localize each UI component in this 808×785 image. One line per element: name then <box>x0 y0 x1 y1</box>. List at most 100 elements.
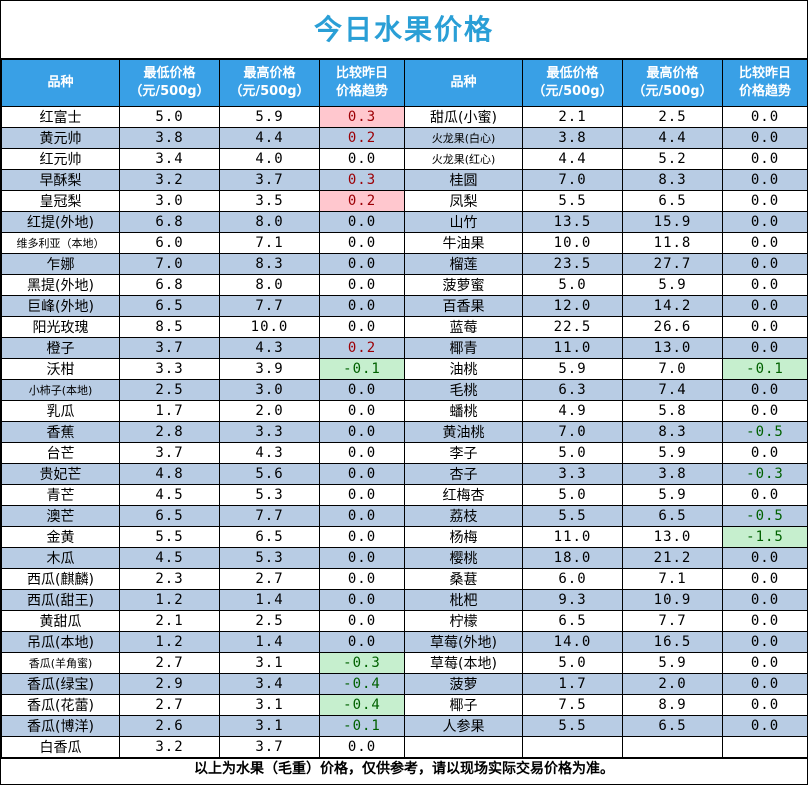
cell-max: 8.3 <box>622 421 723 443</box>
cell-min <box>522 736 623 758</box>
table-row: 早酥梨 3.2 3.7 0.3 桂圆 7.0 8.3 0.0 <box>1 169 808 191</box>
cell-name: 椰青 <box>404 337 523 359</box>
cell-name: 黄油桃 <box>404 421 523 443</box>
cell-max: 4.4 <box>219 127 320 149</box>
table-row: 红提(外地) 6.8 8.0 0.0 山竹 13.5 15.9 0.0 <box>1 211 808 233</box>
cell-name: 西瓜(麒麟) <box>1 568 120 590</box>
table-row: 西瓜(麒麟) 2.3 2.7 0.0 桑葚 6.0 7.1 0.0 <box>1 568 808 590</box>
cell-max: 3.4 <box>219 673 320 695</box>
cell-name: 红梅杏 <box>404 484 523 506</box>
cell-trend: 0.0 <box>722 274 808 296</box>
cell-max: 2.5 <box>622 106 723 128</box>
cell-name: 火龙果(白心) <box>404 127 523 149</box>
cell-min: 2.9 <box>119 673 220 695</box>
cell-trend: 0.0 <box>722 337 808 359</box>
cell-trend: 0.3 <box>319 169 405 191</box>
table-row: 金黄 5.5 6.5 0.0 杨梅 11.0 13.0 -1.5 <box>1 526 808 548</box>
cell-trend: 0.0 <box>319 505 405 527</box>
cell-min: 1.7 <box>119 400 220 422</box>
cell-name: 贵妃芒 <box>1 463 120 485</box>
cell-name: 早酥梨 <box>1 169 120 191</box>
cell-name: 香蕉 <box>1 421 120 443</box>
cell-max: 11.8 <box>622 232 723 254</box>
cell-min: 23.5 <box>522 253 623 275</box>
cell-max: 2.5 <box>219 610 320 632</box>
cell-trend: 0.0 <box>722 484 808 506</box>
cell-trend: 0.0 <box>722 652 808 674</box>
cell-min: 11.0 <box>522 526 623 548</box>
cell-min: 5.5 <box>522 190 623 212</box>
cell-trend <box>722 736 808 758</box>
table-row: 黑提(外地) 6.8 8.0 0.0 菠萝蜜 5.0 5.9 0.0 <box>1 274 808 296</box>
cell-trend: 0.0 <box>319 400 405 422</box>
cell-trend: 0.2 <box>319 190 405 212</box>
header-name-left: 品种 <box>1 59 120 107</box>
cell-min: 5.0 <box>119 106 220 128</box>
table-row: 香蕉 2.8 3.3 0.0 黄油桃 7.0 8.3 -0.5 <box>1 421 808 443</box>
cell-max: 2.0 <box>219 400 320 422</box>
cell-max: 26.6 <box>622 316 723 338</box>
cell-max: 7.1 <box>219 232 320 254</box>
cell-name: 沃柑 <box>1 358 120 380</box>
cell-trend: 0.0 <box>319 736 405 758</box>
cell-min: 6.8 <box>119 274 220 296</box>
table-row: 巨峰(外地) 6.5 7.7 0.0 百香果 12.0 14.2 0.0 <box>1 295 808 317</box>
cell-trend: -0.1 <box>722 358 808 380</box>
cell-max: 3.8 <box>622 463 723 485</box>
cell-name: 樱桃 <box>404 547 523 569</box>
table-row: 木瓜 4.5 5.3 0.0 樱桃 18.0 21.2 0.0 <box>1 547 808 569</box>
cell-max: 7.1 <box>622 568 723 590</box>
cell-min: 1.2 <box>119 589 220 611</box>
table-row: 白香瓜 3.2 3.7 0.0 <box>1 736 808 758</box>
table-row: 皇冠梨 3.0 3.5 0.2 凤梨 5.5 6.5 0.0 <box>1 190 808 212</box>
cell-name: 桂圆 <box>404 169 523 191</box>
cell-min: 5.0 <box>522 652 623 674</box>
cell-name: 小柿子(本地) <box>1 379 120 401</box>
cell-trend: 0.0 <box>722 211 808 233</box>
cell-min: 5.0 <box>522 484 623 506</box>
cell-max: 7.7 <box>219 505 320 527</box>
cell-trend: -1.5 <box>722 526 808 548</box>
cell-min: 2.3 <box>119 568 220 590</box>
cell-max: 2.0 <box>622 673 723 695</box>
cell-max: 8.3 <box>622 169 723 191</box>
cell-trend: 0.3 <box>319 106 405 128</box>
cell-max: 10.0 <box>219 316 320 338</box>
cell-max: 15.9 <box>622 211 723 233</box>
cell-min: 2.1 <box>119 610 220 632</box>
cell-max: 3.1 <box>219 694 320 716</box>
table-row: 黄甜瓜 2.1 2.5 0.0 柠檬 6.5 7.7 0.0 <box>1 610 808 632</box>
cell-min: 14.0 <box>522 631 623 653</box>
table-row: 澳芒 6.5 7.7 0.0 荔枝 5.5 6.5 -0.5 <box>1 505 808 527</box>
cell-name: 香瓜(博洋) <box>1 715 120 737</box>
table-row: 香瓜(羊角蜜) 2.7 3.1 -0.3 草莓(本地) 5.0 5.9 0.0 <box>1 652 808 674</box>
cell-name: 澳芒 <box>1 505 120 527</box>
table-row: 西瓜(甜王) 1.2 1.4 0.0 枇杷 9.3 10.9 0.0 <box>1 589 808 611</box>
cell-name: 李子 <box>404 442 523 464</box>
cell-max: 3.3 <box>219 421 320 443</box>
cell-min: 2.7 <box>119 652 220 674</box>
cell-min: 3.0 <box>119 190 220 212</box>
cell-trend: 0.0 <box>319 148 405 170</box>
cell-trend: 0.0 <box>722 400 808 422</box>
cell-name: 蓝莓 <box>404 316 523 338</box>
cell-trend: 0.0 <box>319 295 405 317</box>
cell-min: 2.8 <box>119 421 220 443</box>
cell-trend: 0.0 <box>722 547 808 569</box>
cell-name: 桑葚 <box>404 568 523 590</box>
cell-max: 5.2 <box>622 148 723 170</box>
table-row: 阳光玫瑰 8.5 10.0 0.0 蓝莓 22.5 26.6 0.0 <box>1 316 808 338</box>
cell-min: 3.8 <box>522 127 623 149</box>
cell-max: 5.9 <box>622 484 723 506</box>
table-row: 青芒 4.5 5.3 0.0 红梅杏 5.0 5.9 0.0 <box>1 484 808 506</box>
cell-max: 8.0 <box>219 274 320 296</box>
cell-min: 3.3 <box>119 358 220 380</box>
footer-note: 以上为水果（毛重）价格，仅供参考，请以现场实际交易价格为准。 <box>1 758 807 780</box>
cell-trend: 0.0 <box>722 148 808 170</box>
cell-trend: 0.0 <box>319 232 405 254</box>
cell-min: 11.0 <box>522 337 623 359</box>
cell-name: 草莓(外地) <box>404 631 523 653</box>
cell-trend: 0.0 <box>722 631 808 653</box>
cell-max <box>622 736 723 758</box>
cell-name: 杏子 <box>404 463 523 485</box>
